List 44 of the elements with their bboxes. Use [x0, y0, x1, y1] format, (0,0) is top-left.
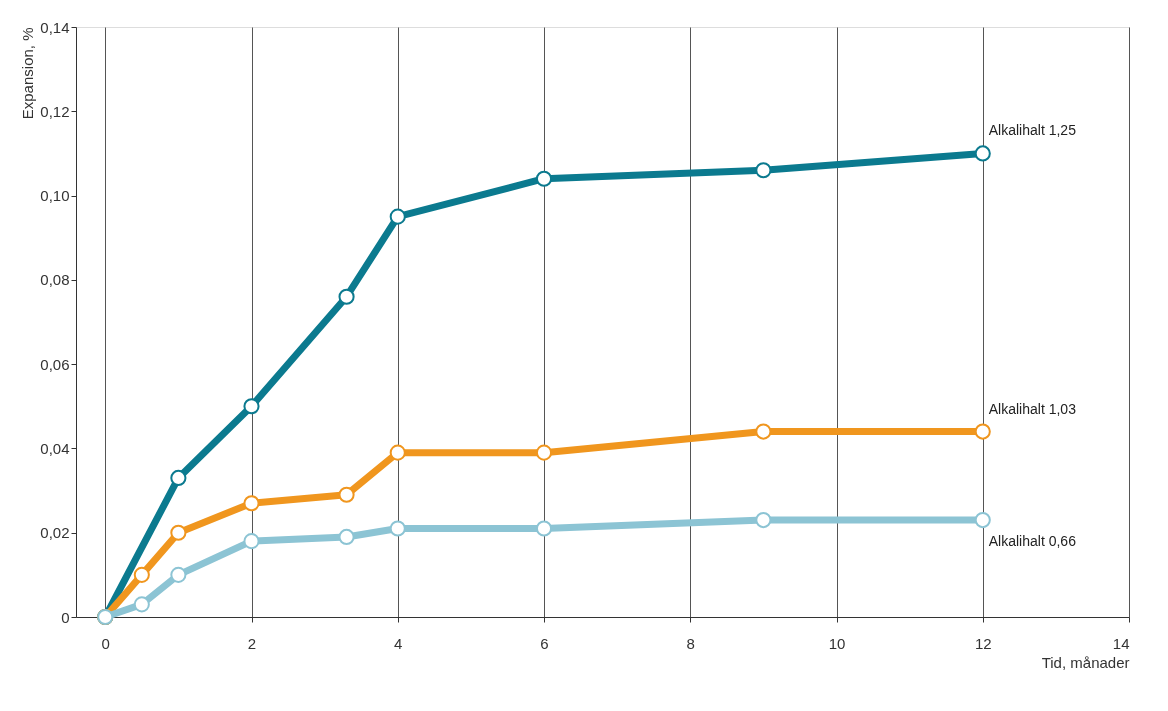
x-tick-label: 6 — [540, 634, 549, 652]
x-tick-label: 4 — [394, 634, 403, 652]
point — [974, 423, 991, 440]
x-tick-label: 14 — [1112, 634, 1130, 652]
x-tick-label: 0 — [101, 634, 110, 652]
point — [170, 524, 187, 541]
point — [535, 170, 553, 187]
point — [243, 533, 260, 550]
point — [338, 288, 355, 305]
point — [755, 512, 772, 529]
point — [338, 486, 355, 503]
x-tick-label: 2 — [247, 634, 257, 652]
x-axis-title: Tid, månader — [1041, 653, 1130, 671]
x-tick-label: 8 — [686, 634, 695, 652]
point — [755, 162, 772, 179]
point — [389, 208, 406, 225]
x-tick-label: 10 — [828, 634, 846, 652]
point — [389, 444, 406, 461]
y-tick-label: 0,06 — [40, 355, 70, 373]
point — [389, 520, 406, 537]
point — [535, 444, 553, 461]
point — [755, 423, 772, 440]
y-tick-label: 0,10 — [40, 187, 70, 205]
y-tick-label: 0 — [61, 608, 70, 626]
series-label: Alkalihalt 0,66 — [988, 533, 1077, 550]
point — [974, 512, 991, 529]
point — [243, 495, 260, 512]
y-tick-label: 0,12 — [40, 102, 70, 120]
series-label: Alkalihalt 1,03 — [988, 400, 1077, 417]
x-tick-label: 12 — [974, 634, 992, 652]
point — [974, 145, 991, 162]
point — [338, 528, 355, 545]
y-tick-label: 0,14 — [40, 18, 70, 36]
y-tick-label: 0,08 — [40, 271, 70, 289]
y-tick-label: 0,02 — [40, 524, 70, 542]
series-label: Alkalihalt 1,25 — [988, 122, 1077, 139]
point — [243, 398, 260, 415]
point — [535, 520, 553, 537]
point — [133, 566, 150, 583]
point — [170, 469, 187, 486]
y-axis-title: Expansion, % — [19, 27, 37, 120]
point — [133, 596, 150, 613]
point — [170, 566, 187, 583]
y-tick-label: 0,04 — [40, 439, 70, 457]
